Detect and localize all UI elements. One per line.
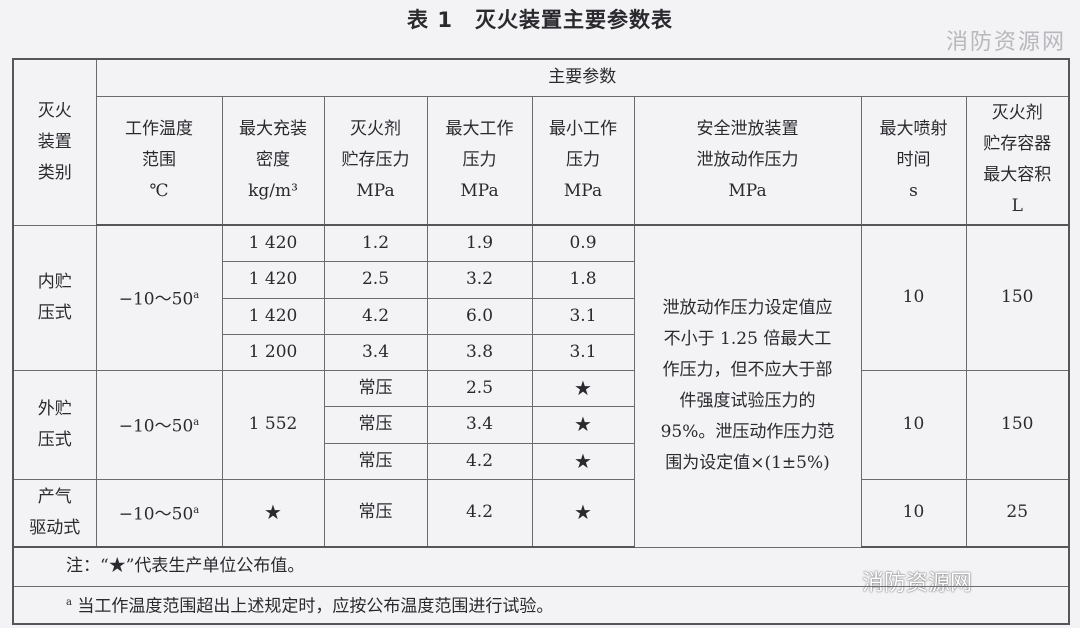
- table-row: 工作温度 范围 ℃ 最大充装 密度 kg/m³ 灭火剂 贮存压力 MPa 最大工作 压力 MPa 最小工…: [13, 95, 1070, 226]
- temp-range-cell: −10～50a: [95, 369, 223, 480]
- min-pressure-cell: 3.1: [531, 333, 635, 371]
- header-category: 灭火 装置 类别: [12, 58, 97, 226]
- density-cell: 1 420: [221, 297, 325, 335]
- storage-pressure-cell: 常压: [323, 369, 428, 407]
- column-header: 灭火剂 贮存压力 MPa: [323, 95, 428, 226]
- density-cell: 1 200: [221, 333, 325, 371]
- table-title: 表 1 灭火装置主要参数表: [407, 8, 673, 32]
- max-pressure-cell: 4.2: [426, 442, 533, 480]
- max-pressure-cell: 3.4: [426, 405, 533, 444]
- max-pressure-cell: 1.9: [426, 224, 533, 262]
- max-pressure-cell: 4.2: [426, 478, 533, 548]
- column-header: 灭火剂 贮存容器 最大容积 L: [965, 95, 1070, 226]
- column-header: 最大充装 密度 kg/m³: [221, 95, 325, 226]
- relief-pressure-cell: 泄放动作压力设定值应 不小于 1.25 倍最大工 作压力，但不应大于部 件强度试验压力…: [633, 224, 862, 548]
- spray-time-cell: 10: [860, 224, 967, 371]
- storage-pressure-cell: 4.2: [323, 297, 428, 335]
- category-cell: 产气 驱动式: [12, 478, 97, 548]
- table-row: 1 420 4.2 6.0 3.1: [13, 297, 1069, 335]
- max-pressure-cell: 3.2: [426, 260, 533, 299]
- parameter-table: 灭火 装置 类别 主要参数 工作温度 范围 ℃ 最大充装 密度 kg/m³ 灭火剂 贮存压力 MPa 最大…: [12, 58, 1070, 625]
- density-cell: ★: [221, 478, 325, 548]
- volume-cell: 150: [965, 224, 1070, 371]
- density-cell: 1 420: [221, 224, 325, 262]
- min-pressure-cell: 0.9: [531, 224, 635, 262]
- spray-time-cell: 10: [860, 478, 967, 548]
- storage-pressure-cell: 2.5: [323, 260, 428, 299]
- density-cell: 1 552: [221, 369, 325, 480]
- storage-pressure-cell: 1.2: [323, 224, 428, 262]
- min-pressure-cell: 1.8: [531, 260, 635, 299]
- column-header: 工作温度 范围 ℃: [95, 95, 223, 226]
- table-row: 注：“★”代表生产单位公布值。: [12, 546, 1070, 587]
- category-cell: 外贮 压式: [12, 369, 97, 480]
- column-header: 安全泄放装置 泄放动作压力 MPa: [633, 95, 862, 226]
- column-header: 最大工作 压力 MPa: [426, 95, 533, 226]
- storage-pressure-cell: 常压: [323, 442, 428, 480]
- volume-cell: 150: [965, 369, 1070, 480]
- min-pressure-cell: ★: [531, 478, 635, 548]
- min-pressure-cell: ★: [531, 442, 635, 480]
- spray-time-cell: 10: [860, 369, 967, 480]
- min-pressure-cell: ★: [531, 369, 635, 407]
- table-row: 1 200 3.4 3.8 3.1: [13, 333, 1069, 371]
- table-row: 1 420 2.5 3.2 1.8: [13, 260, 1069, 299]
- temp-range-cell: −10～50a: [95, 224, 223, 371]
- column-header: 最大喷射 时间 s: [860, 95, 967, 226]
- volume-cell: 25: [965, 478, 1070, 548]
- storage-pressure-cell: 3.4: [323, 333, 428, 371]
- density-cell: 1 420: [221, 260, 325, 299]
- note-star: 注：“★”代表生产单位公布值。: [12, 546, 1070, 587]
- category-cell: 内贮 压式: [12, 224, 97, 371]
- table-row: 常压 4.2 ★: [13, 442, 1069, 480]
- header-main-params: 主要参数: [95, 58, 1070, 97]
- table-row: 灭火 装置 类别 主要参数: [12, 58, 1070, 226]
- note-temperature: a 当工作温度范围超出上述规定时，应按公布温度范围进行试验。: [12, 585, 1070, 625]
- temp-range-cell: −10～50a: [95, 478, 223, 548]
- max-pressure-cell: 3.8: [426, 333, 533, 371]
- min-pressure-cell: 3.1: [531, 297, 635, 335]
- storage-pressure-cell: 常压: [323, 405, 428, 444]
- storage-pressure-cell: 常压: [323, 478, 428, 548]
- column-header: 最小工作 压力 MPa: [531, 95, 635, 226]
- watermark-top: 消防资源网: [945, 30, 1066, 55]
- max-pressure-cell: 6.0: [426, 297, 533, 335]
- max-pressure-cell: 2.5: [426, 369, 533, 407]
- table-row: 产气 驱动式 −10～50a ★ 常压 4.2 ★ 10 25: [12, 478, 1070, 548]
- table-row: a 当工作温度范围超出上述规定时，应按公布温度范围进行试验。: [12, 585, 1070, 625]
- min-pressure-cell: ★: [531, 405, 635, 444]
- table-row: 内贮 压式 −10～50a 1 420 1.2 1.9 0.9 泄放动作压力设定值应 不小于 1…: [12, 224, 1070, 548]
- table-row: 外贮 压式 −10～50a 1 552 常压 2.5 ★ 10 150: [12, 369, 1070, 480]
- table-row: 常压 3.4 ★: [13, 405, 1069, 444]
